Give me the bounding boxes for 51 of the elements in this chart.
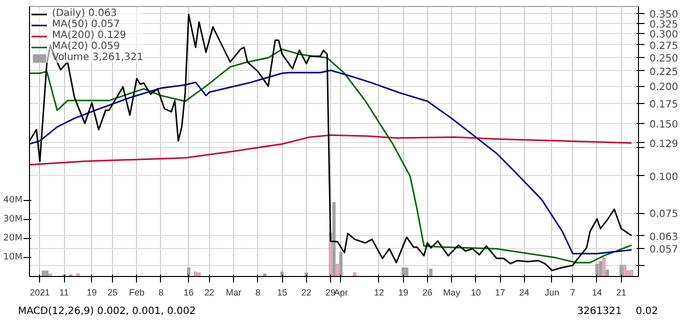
x-tick-label: 19 [86,288,97,298]
x-tick-label: 10 [470,288,481,298]
y-tick-label: 0.175 [650,99,678,110]
x-tick-label: 15 [277,288,288,298]
y-tick-label: 0.275 [650,40,678,52]
y2-tick-label: 20M [3,233,22,244]
text: 0.02 [636,305,658,319]
text: 3261321 [577,305,622,319]
x-tick-label: 11 [59,288,69,298]
x-tick-label: 22 [301,288,312,298]
legend-label: MA(50) 0.057 [52,19,120,30]
legend-label: MA(20) 0.059 [52,41,120,52]
y-tick-label: 0.075 [650,209,678,220]
y2-tick-label: 10M [3,252,22,262]
x-tick-label: 25 [108,288,118,298]
x-tick-label: 12 [374,288,384,298]
legend-label: Volume 3,261,321 [52,52,144,63]
y-tick-label: 0.063 [650,232,678,243]
x-tick-label: 22 [204,288,214,298]
y-tick-label: 0.150 [650,119,678,130]
x-tick-label: 17 [495,288,506,298]
x-tick-label: Feb [129,288,145,298]
x-tick-label: 26 [422,288,432,298]
y-tick-label: 0.200 [650,82,678,94]
x-tick-label: 21 [616,288,626,298]
x-tick-label: 24 [519,288,530,298]
y-tick-label: 0.129 [650,138,678,150]
x-tick-label: Mar [226,288,242,298]
x-tick-label: 8 [158,288,164,298]
x-tick-label: Jun [544,288,560,298]
y-tick-label: 0.300 [650,30,678,41]
x-tick-label: 2021 [30,288,50,298]
y2-tick-label: 40M [3,195,22,206]
y2-tick-label: 30M [3,214,22,224]
text: MACD(12,26,9) 0.002, 0.001, 0.002 [18,305,196,319]
y-tick-label: 0.225 [650,66,678,78]
x-tick-label: 19 [398,288,408,298]
x-tick-label: 7 [570,288,576,298]
x-tick-label: 8 [255,288,260,298]
y-tick-label: 0.350 [650,10,678,21]
legend-label: (Daily) 0.063 [52,8,117,19]
y-tick-label: 0.250 [650,53,678,64]
x-tick-label: 29 [326,288,336,298]
x-tick-label: Apr [334,288,348,298]
x-tick-label: 14 [592,288,602,298]
x-tick-label: May [443,288,461,298]
x-tick-label: 16 [184,288,194,298]
legend-label: MA(200) 0.129 [52,30,126,41]
y-tick-label: 0.100 [650,172,678,183]
y-tick-label: 0.057 [650,244,678,256]
y-tick-label: 0.325 [650,19,678,30]
